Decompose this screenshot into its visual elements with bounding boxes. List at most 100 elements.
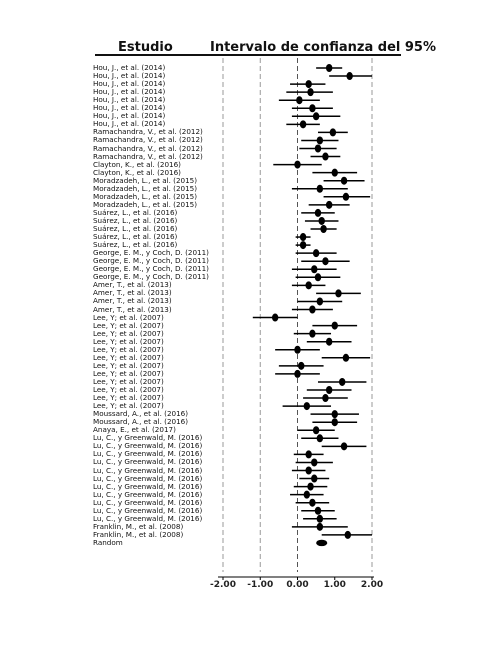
point-estimate-11 <box>322 152 329 161</box>
study-label: Lu, C., y Greenwald, M. (2016) <box>93 441 203 451</box>
study-label: Moradzadeh, L., et al. (2015) <box>93 199 198 209</box>
point-estimate-55 <box>314 506 322 515</box>
point-estimate-36 <box>342 353 350 362</box>
column-header-study: Estudio <box>118 40 173 55</box>
point-estimate-50 <box>305 466 312 475</box>
point-estimate-22 <box>299 241 307 250</box>
study-label: Lee, Y; et al. (2007) <box>93 360 164 370</box>
study-label: Clayton, K., et al. (2016) <box>93 167 181 177</box>
point-estimate-27 <box>305 281 312 290</box>
study-label: Lee, Y; et al. (2007) <box>93 352 164 362</box>
point-estimate-29 <box>316 297 324 306</box>
point-estimate-58 <box>344 530 351 539</box>
point-estimate-52 <box>307 482 314 491</box>
study-label: Amer, T., et al. (2013) <box>93 288 172 298</box>
point-estimate-53 <box>303 490 311 499</box>
study-label: Lu, C., y Greenwald, M. (2016) <box>93 505 203 515</box>
study-label: Lee, Y; et al. (2007) <box>93 368 164 378</box>
study-label: Suárez, L., et al. (2016) <box>93 215 178 225</box>
study-label: Lee, Y; et al. (2007) <box>93 336 164 346</box>
study-label: Suárez, L., et al. (2016) <box>93 207 178 217</box>
point-estimate-7 <box>299 120 307 129</box>
study-label: Lee, Y; et al. (2007) <box>93 376 164 386</box>
point-estimate-18 <box>314 208 322 217</box>
study-label: Hou, J., et al. (2014) <box>93 79 166 89</box>
point-estimate-21 <box>299 233 307 242</box>
study-label: Lu, C., y Greenwald, M. (2016) <box>93 513 203 523</box>
point-estimate-32 <box>331 321 338 330</box>
study-label: Amer, T., et al. (2013) <box>93 296 172 306</box>
point-estimate-19 <box>318 216 325 225</box>
point-estimate-13 <box>331 168 338 177</box>
point-estimate-44 <box>331 418 338 427</box>
point-estimate-26 <box>314 273 322 282</box>
point-estimate-34 <box>325 337 333 346</box>
point-estimate-54 <box>309 498 316 507</box>
point-estimate-38 <box>294 369 301 378</box>
study-label: Moradzadeh, L., et al. (2015) <box>93 175 198 185</box>
study-label: Lee, Y; et al. (2007) <box>93 328 164 338</box>
study-label: Lu, C., y Greenwald, M. (2016) <box>93 449 203 459</box>
study-label: George, E. M., y Coch, D. (2011) <box>93 248 209 258</box>
point-estimate-57 <box>316 522 324 531</box>
study-label: Moradzadeh, L., et al. (2015) <box>93 183 198 193</box>
point-estimate-10 <box>314 144 322 153</box>
study-label: Ramachandra, V., et al. (2012) <box>93 135 203 145</box>
study-label: Lee, Y; et al. (2007) <box>93 393 164 403</box>
point-estimate-31 <box>271 313 279 322</box>
point-estimate-39 <box>339 377 346 386</box>
pooled-label: Random <box>93 537 123 547</box>
study-label: Lu, C., y Greenwald, M. (2016) <box>93 457 203 467</box>
point-estimate-8 <box>329 128 337 137</box>
point-estimate-3 <box>307 88 314 97</box>
point-estimate-20 <box>320 225 327 233</box>
point-estimate-12 <box>294 160 301 169</box>
study-label: Hou, J., et al. (2014) <box>93 119 166 129</box>
x-tick-label-3: 1.00 <box>324 580 346 590</box>
point-estimate-25 <box>311 265 318 274</box>
point-estimate-47 <box>340 442 348 451</box>
point-estimate-51 <box>311 474 318 483</box>
study-label: George, E. M., y Coch, D. (2011) <box>93 272 209 282</box>
study-label: Franklin, M., et al. (2008) <box>93 521 184 531</box>
point-estimate-41 <box>322 394 329 403</box>
study-label: Lu, C., y Greenwald, M. (2016) <box>93 433 203 443</box>
header-rule <box>95 54 401 56</box>
study-label: Lu, C., y Greenwald, M. (2016) <box>93 489 203 499</box>
point-estimate-48 <box>305 450 312 459</box>
point-estimate-56 <box>316 514 324 523</box>
study-label: Hou, J., et al. (2014) <box>93 87 166 97</box>
point-estimate-6 <box>312 112 320 121</box>
point-estimate-24 <box>322 257 329 266</box>
study-label: Franklin, M., et al. (2008) <box>93 529 184 539</box>
study-label: Hou, J., et al. (2014) <box>93 111 166 121</box>
column-header-confidence-interval: Intervalo de confianza del 95% <box>210 40 436 55</box>
study-label: Clayton, K., et al. (2016) <box>93 159 181 169</box>
study-label: Lu, C., y Greenwald, M. (2016) <box>93 497 203 507</box>
study-label: George, E. M., y Coch, D. (2011) <box>93 256 209 266</box>
study-label: Anaya, E., et al. (2017) <box>93 425 176 435</box>
study-label: Hou, J., et al. (2014) <box>93 63 166 72</box>
study-label: George, E. M., y Coch, D. (2011) <box>93 264 209 274</box>
study-label: Ramachandra, V., et al. (2012) <box>93 151 203 161</box>
point-estimate-2 <box>305 80 312 89</box>
point-estimate-16 <box>342 192 350 201</box>
point-estimate-15 <box>316 184 324 193</box>
study-label: Lee, Y; et al. (2007) <box>93 344 164 354</box>
study-label: Moussard, A., et al. (2016) <box>93 417 189 427</box>
point-estimate-28 <box>335 289 342 298</box>
study-label: Lu, C., y Greenwald, M. (2016) <box>93 481 203 491</box>
x-tick-label-2: 0.00 <box>286 580 308 590</box>
point-estimate-0 <box>325 64 333 72</box>
point-estimate-9 <box>316 136 324 145</box>
study-label: Suárez, L., et al. (2016) <box>93 232 178 242</box>
point-estimate-45 <box>312 426 320 435</box>
point-estimate-35 <box>294 345 301 354</box>
point-estimate-37 <box>298 361 305 370</box>
point-estimate-46 <box>316 434 324 443</box>
study-label: Moussard, A., et al. (2016) <box>93 409 189 419</box>
point-estimate-23 <box>312 249 320 258</box>
x-tick-label-0: -2.00 <box>210 580 236 590</box>
study-label: Hou, J., et al. (2014) <box>93 103 166 113</box>
